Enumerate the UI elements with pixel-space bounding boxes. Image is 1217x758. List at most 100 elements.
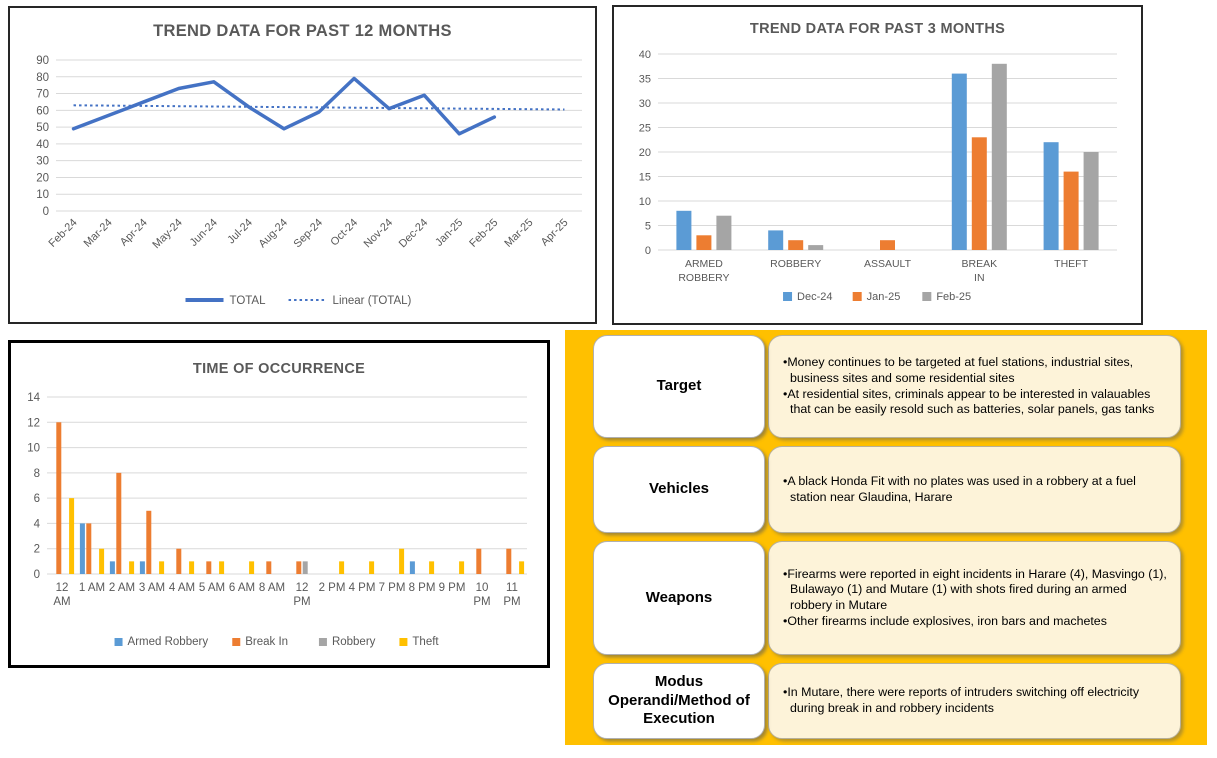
time-of-occurrence-svg: TIME OF OCCURRENCE 0 2 4 6 8 10 12 14 12 AM 1 AM 2 A… <box>27 361 527 648</box>
bullet-item: In Mutare, there were reports of intrude… <box>783 685 1168 716</box>
svg-text:30: 30 <box>639 98 651 110</box>
panel-row-weapons: Weapons Firearms were reported in eight … <box>593 541 1181 655</box>
svg-text:Feb-25: Feb-25 <box>467 217 500 250</box>
trend-3-months-chart: TREND DATA FOR PAST 3 MONTHS 0 5 10 15 20 25 30… <box>612 5 1143 325</box>
weapons-content: Firearms were reported in eight incident… <box>768 541 1181 655</box>
svg-text:8: 8 <box>34 468 40 480</box>
bullet-item: Firearms were reported in eight incident… <box>783 567 1168 614</box>
svg-text:9 PM: 9 PM <box>439 582 466 594</box>
panel-row-vehicles: Vehicles A black Honda Fit with no plate… <box>593 446 1181 533</box>
svg-text:50: 50 <box>36 122 49 134</box>
svg-text:Linear (TOTAL): Linear (TOTAL) <box>333 295 412 307</box>
svg-text:40: 40 <box>639 49 651 61</box>
svg-text:35: 35 <box>639 74 651 86</box>
trend-3-months-svg: TREND DATA FOR PAST 3 MONTHS 0 5 10 15 20 25 30… <box>639 21 1117 303</box>
vehicles-label: Vehicles <box>593 446 765 533</box>
svg-text:Robbery: Robbery <box>332 636 376 648</box>
svg-text:10: 10 <box>36 189 49 201</box>
svg-text:4 AM: 4 AM <box>169 582 195 594</box>
svg-text:Jan-25: Jan-25 <box>433 217 465 249</box>
svg-text:14: 14 <box>27 392 40 404</box>
svg-text:70: 70 <box>36 89 49 101</box>
vehicles-content: A black Honda Fit with no plates was use… <box>768 446 1181 533</box>
svg-text:Mar-25: Mar-25 <box>502 217 535 250</box>
svg-text:20: 20 <box>36 172 49 184</box>
svg-text:Dec-24: Dec-24 <box>397 217 431 251</box>
svg-text:Aug-24: Aug-24 <box>256 217 290 251</box>
svg-text:25: 25 <box>639 123 651 135</box>
modus-operandi-content: In Mutare, there were reports of intrude… <box>768 663 1181 739</box>
svg-text:10: 10 <box>639 196 651 208</box>
svg-text:0: 0 <box>645 245 651 257</box>
svg-text:Apr-25: Apr-25 <box>539 217 571 249</box>
svg-text:May-24: May-24 <box>150 217 184 251</box>
svg-text:8 PM: 8 PM <box>409 582 436 594</box>
bullet-item: At residential sites, criminals appear t… <box>783 387 1168 418</box>
modus-operandi-label: Modus Operandi/Method of Execution <box>593 663 765 739</box>
svg-text:ROBBERY: ROBBERY <box>770 258 821 270</box>
svg-text:4: 4 <box>34 518 41 530</box>
svg-text:Armed Robbery: Armed Robbery <box>128 636 209 648</box>
svg-text:TREND DATA FOR PAST 12 MONTHS: TREND DATA FOR PAST 12 MONTHS <box>153 22 452 40</box>
svg-text:THEFT: THEFT <box>1054 258 1088 270</box>
svg-text:Break In: Break In <box>245 636 288 648</box>
svg-text:Jul-24: Jul-24 <box>225 217 255 247</box>
svg-text:10: 10 <box>27 443 40 455</box>
svg-text:ASSAULT: ASSAULT <box>864 258 912 270</box>
svg-text:Nov-24: Nov-24 <box>362 217 396 251</box>
svg-text:TOTAL: TOTAL <box>230 295 267 307</box>
svg-text:1 AM: 1 AM <box>79 582 105 594</box>
svg-text:Theft: Theft <box>412 636 439 648</box>
panel-row-target: Target Money continues to be targeted at… <box>593 335 1181 438</box>
svg-text:5 AM: 5 AM <box>199 582 225 594</box>
svg-text:Dec-24: Dec-24 <box>797 291 832 303</box>
svg-text:Feb-24: Feb-24 <box>47 217 80 250</box>
panel-row-modus-operandi: Modus Operandi/Method of Execution In Mu… <box>593 663 1181 739</box>
svg-text:30: 30 <box>36 156 49 168</box>
trend-12-months-svg: TREND DATA FOR PAST 12 MONTHS 0 10 20 30 40 50… <box>36 22 582 307</box>
svg-text:4 PM: 4 PM <box>349 582 376 594</box>
svg-text:0: 0 <box>34 569 40 581</box>
svg-text:Apr-24: Apr-24 <box>118 217 150 249</box>
svg-text:Jun-24: Jun-24 <box>188 217 220 249</box>
svg-text:2: 2 <box>34 544 40 556</box>
svg-text:TIME OF OCCURRENCE: TIME OF OCCURRENCE <box>193 361 365 377</box>
svg-text:Sep-24: Sep-24 <box>292 217 326 251</box>
svg-text:Jan-25: Jan-25 <box>867 291 901 303</box>
svg-text:TREND DATA FOR PAST 3 MONTHS: TREND DATA FOR PAST 3 MONTHS <box>750 21 1005 37</box>
svg-text:5: 5 <box>645 221 651 233</box>
svg-text:80: 80 <box>36 72 49 84</box>
target-content: Money continues to be targeted at fuel s… <box>768 335 1181 438</box>
summary-panel: Target Money continues to be targeted at… <box>565 330 1207 745</box>
svg-text:6 AM: 6 AM <box>229 582 255 594</box>
svg-text:Oct-24: Oct-24 <box>328 217 360 249</box>
target-label: Target <box>593 335 765 438</box>
trend-12-months-chart: TREND DATA FOR PAST 12 MONTHS 0 10 20 30 40 50… <box>8 6 597 324</box>
svg-text:20: 20 <box>639 147 651 159</box>
svg-text:8 AM: 8 AM <box>259 582 285 594</box>
svg-text:Mar-24: Mar-24 <box>82 217 115 250</box>
bullet-item: Money continues to be targeted at fuel s… <box>783 355 1168 386</box>
svg-text:7 PM: 7 PM <box>379 582 406 594</box>
svg-text:90: 90 <box>36 55 49 67</box>
svg-text:6: 6 <box>34 493 40 505</box>
weapons-label: Weapons <box>593 541 765 655</box>
time-of-occurrence-chart: TIME OF OCCURRENCE 0 2 4 6 8 10 12 14 12 AM 1 AM 2 A… <box>8 340 550 668</box>
svg-text:12: 12 <box>27 417 40 429</box>
svg-text:3 AM: 3 AM <box>139 582 165 594</box>
svg-text:2 AM: 2 AM <box>109 582 135 594</box>
svg-text:2 PM: 2 PM <box>319 582 346 594</box>
svg-text:Feb-25: Feb-25 <box>936 291 971 303</box>
bullet-item: A black Honda Fit with no plates was use… <box>783 474 1168 505</box>
svg-text:60: 60 <box>36 105 49 117</box>
svg-text:15: 15 <box>639 172 651 184</box>
svg-text:0: 0 <box>43 206 49 218</box>
svg-text:40: 40 <box>36 139 49 151</box>
